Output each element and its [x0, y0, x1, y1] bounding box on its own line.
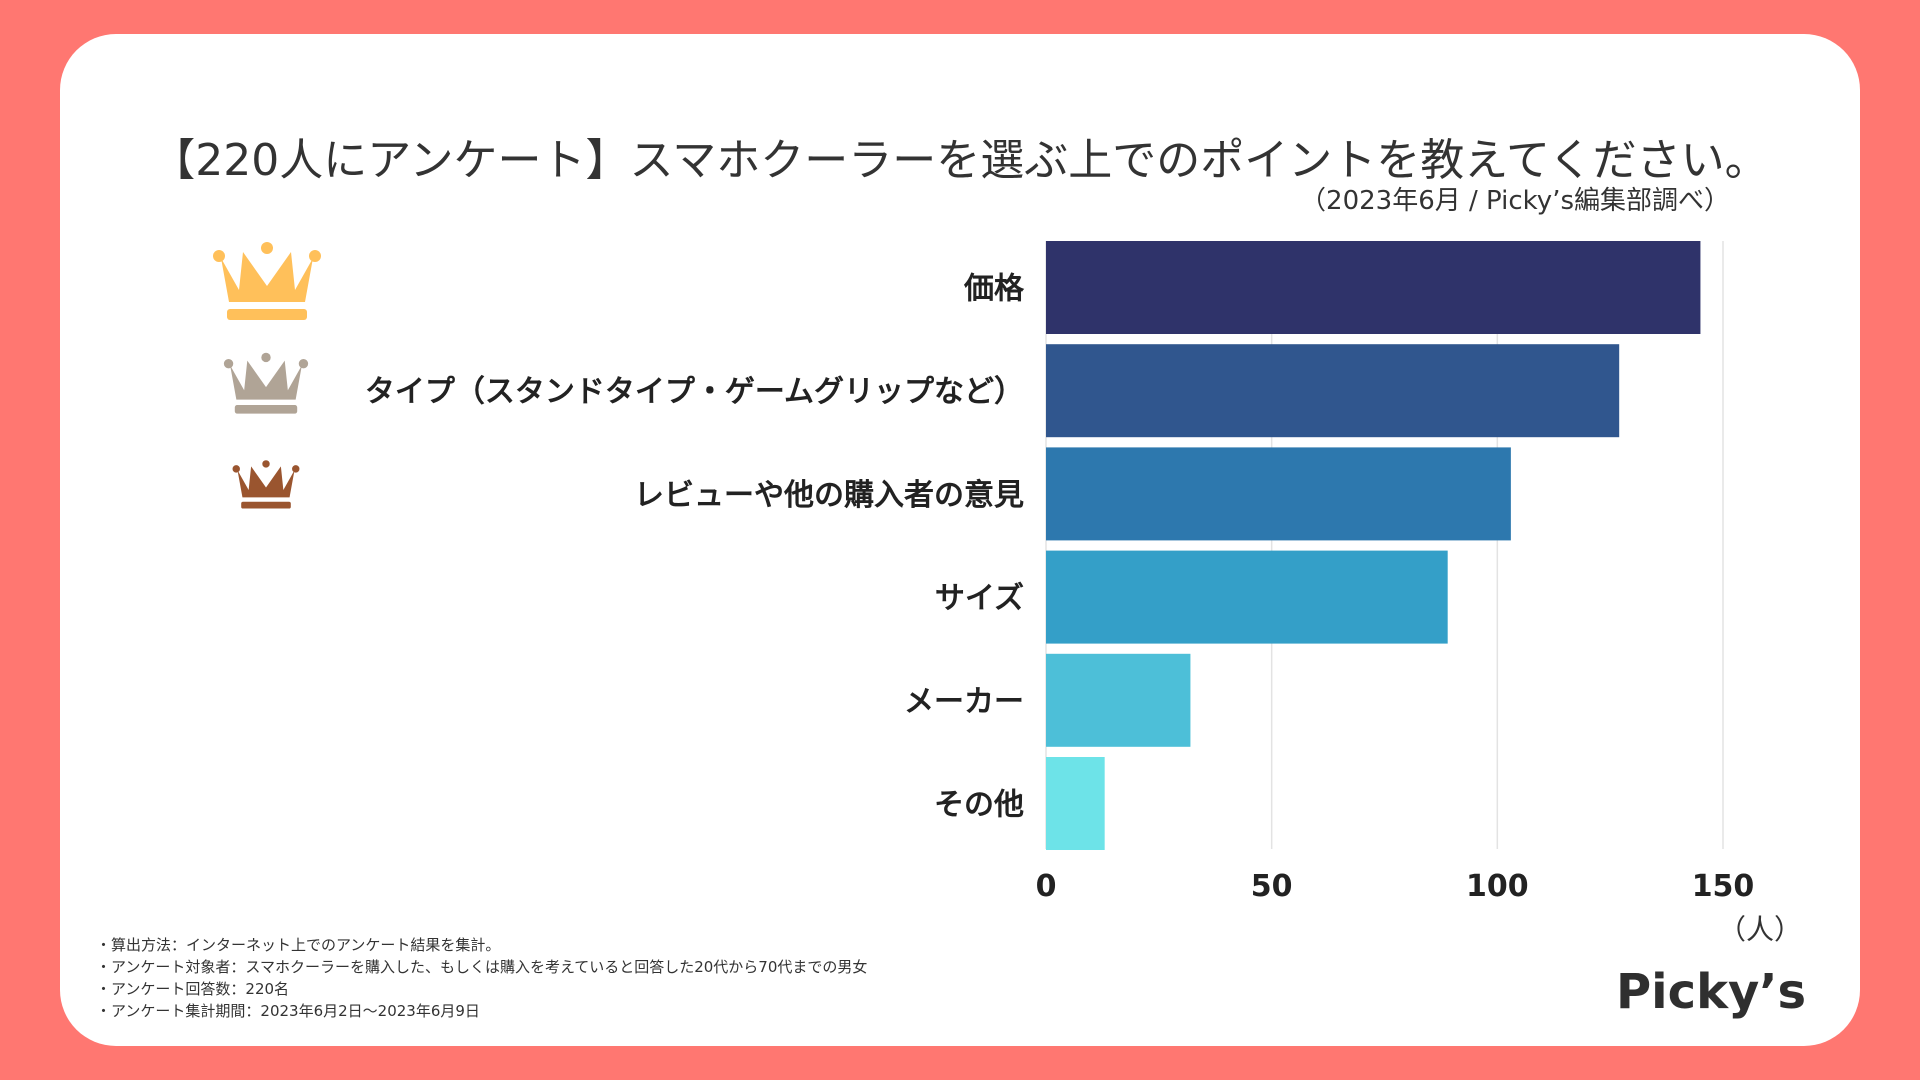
- bars: [1046, 241, 1701, 850]
- ranking-crowns: [213, 242, 321, 509]
- category-label-5: その他: [934, 788, 1024, 823]
- note-target: ・アンケート対象者：スマホクーラーを購入した、もしくは購入を考えていると回答した…: [96, 958, 868, 976]
- category-label-0: 価格: [963, 272, 1025, 307]
- note-period: ・アンケート集計期間：2023年6月2日〜2023年6月9日: [96, 1002, 480, 1020]
- survey-notes: ・算出方法：インターネット上でのアンケート結果を集計。 ・アンケート対象者：スマ…: [96, 934, 867, 1022]
- crown-icon: [223, 352, 309, 414]
- bar-2: [1046, 447, 1511, 541]
- bar-4: [1046, 653, 1191, 747]
- chart-title: 【220人にアンケート】スマホクーラーを選ぶ上でのポイントを教えてください。: [151, 135, 1769, 186]
- crown-icon: [232, 460, 300, 509]
- note-method: ・算出方法：インターネット上でのアンケート結果を集計。: [96, 936, 501, 954]
- category-label-2: レビューや他の購入者の意見: [634, 478, 1024, 513]
- picky-logo: Picky’s: [1616, 964, 1807, 1020]
- bar-5: [1046, 757, 1105, 850]
- chart-subtitle: （2023年6月 / Picky’s編集部調べ）: [1300, 186, 1730, 216]
- category-label-4: メーカー: [904, 684, 1024, 719]
- category-label-1: タイプ（スタンドタイプ・ゲームグリップなど）: [365, 375, 1024, 410]
- bar-0: [1046, 241, 1701, 334]
- chart-card: [60, 34, 1860, 1046]
- x-axis-unit-label: （人）: [1718, 913, 1803, 946]
- bar-3: [1046, 550, 1448, 644]
- grid-lines: [1045, 241, 1724, 849]
- tick-label-50: 50: [1251, 869, 1293, 904]
- tick-label-100: 100: [1466, 869, 1529, 904]
- category-label-3: サイズ: [935, 581, 1024, 616]
- tick-label-0: 0: [1036, 869, 1057, 904]
- bar-1: [1046, 344, 1620, 438]
- x-axis-ticks: 0 50 100 150: [1036, 869, 1755, 904]
- note-count: ・アンケート回答数：220名: [96, 980, 290, 998]
- tick-label-150: 150: [1692, 869, 1755, 904]
- crown-icon: [213, 242, 321, 320]
